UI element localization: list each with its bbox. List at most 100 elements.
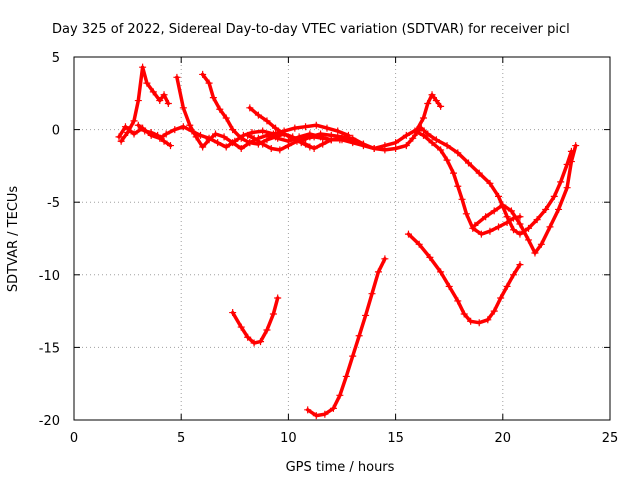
data-point — [162, 130, 170, 138]
data-point — [166, 142, 174, 150]
data-point — [533, 216, 541, 224]
data-point — [475, 169, 483, 177]
data-point — [525, 236, 533, 244]
data-point — [229, 309, 237, 317]
data-point — [359, 140, 367, 148]
data-point — [173, 73, 181, 81]
data-point — [550, 192, 558, 200]
data-point — [475, 319, 483, 327]
data-point — [229, 126, 237, 134]
data-point — [209, 94, 217, 102]
data-point — [306, 133, 314, 141]
data-point — [464, 159, 472, 167]
data-point — [572, 142, 580, 150]
data-point — [381, 255, 389, 263]
data-point — [220, 133, 228, 141]
data-point — [130, 117, 138, 125]
data-point — [246, 139, 254, 147]
data-point — [160, 91, 168, 99]
data-point — [349, 134, 357, 142]
axis-ticks: 0 5 10 15 20 25 -20 -15 -10 -5 0 5 — [39, 51, 619, 446]
y-tick-label: -20 — [39, 414, 60, 429]
data-point — [443, 142, 451, 150]
data-point — [426, 253, 434, 261]
data-series — [115, 63, 580, 420]
data-point — [257, 338, 265, 346]
y-axis-label: SDTVAR / TECUs — [6, 186, 21, 293]
data-point — [454, 149, 462, 157]
grid-lines — [74, 57, 610, 420]
data-point — [259, 140, 267, 148]
data-point — [542, 205, 550, 213]
data-point — [368, 290, 376, 298]
data-point — [222, 114, 230, 122]
series-arc-c — [134, 121, 174, 150]
data-point — [291, 136, 299, 144]
data-point — [327, 131, 335, 139]
series-trace — [119, 65, 171, 143]
data-point — [199, 70, 207, 78]
data-point — [424, 99, 432, 107]
data-point — [302, 123, 310, 131]
data-point — [156, 97, 164, 105]
y-tick-label: 0 — [52, 124, 60, 139]
data-point — [467, 317, 475, 325]
data-point — [370, 144, 378, 152]
data-point — [212, 130, 220, 138]
data-point — [302, 140, 310, 148]
data-point — [419, 131, 427, 139]
data-point — [482, 213, 490, 221]
data-point — [130, 130, 138, 138]
data-point — [237, 134, 245, 142]
data-point — [254, 111, 262, 119]
data-point — [134, 121, 142, 129]
data-point — [304, 406, 312, 414]
data-point — [124, 129, 132, 137]
data-point — [362, 311, 370, 319]
data-point — [321, 410, 329, 418]
data-point — [460, 310, 468, 318]
data-point — [317, 130, 325, 138]
data-point — [546, 223, 554, 231]
data-point — [424, 130, 432, 138]
data-point — [497, 294, 505, 302]
data-point — [349, 352, 357, 360]
data-point — [134, 97, 142, 105]
data-point — [244, 333, 252, 341]
data-point — [342, 372, 350, 380]
data-point — [250, 134, 258, 142]
x-tick-label: 20 — [495, 431, 512, 446]
data-point — [432, 136, 440, 144]
data-point — [280, 130, 288, 138]
data-point — [276, 146, 284, 154]
data-point — [214, 139, 222, 147]
data-point — [186, 121, 194, 129]
data-point — [495, 223, 503, 231]
series-trace — [473, 143, 578, 255]
data-point — [272, 133, 280, 141]
y-tick-label: -10 — [39, 269, 60, 284]
data-point — [355, 332, 363, 340]
data-point — [537, 240, 545, 248]
data-point — [417, 124, 425, 132]
data-point — [272, 124, 280, 132]
data-point — [454, 182, 462, 190]
data-point — [503, 282, 511, 290]
series-trace — [305, 257, 387, 418]
data-point — [246, 104, 254, 112]
data-point — [454, 297, 462, 305]
data-point — [411, 127, 419, 135]
data-point — [449, 169, 457, 177]
data-point — [263, 117, 271, 125]
series-arc-l — [304, 255, 389, 420]
data-point — [154, 131, 162, 139]
data-point — [443, 156, 451, 164]
data-point — [495, 192, 503, 200]
data-point — [274, 294, 282, 302]
data-point — [490, 307, 498, 315]
data-point — [471, 221, 479, 229]
data-point — [141, 127, 149, 135]
data-point — [490, 207, 498, 215]
data-point — [458, 195, 466, 203]
